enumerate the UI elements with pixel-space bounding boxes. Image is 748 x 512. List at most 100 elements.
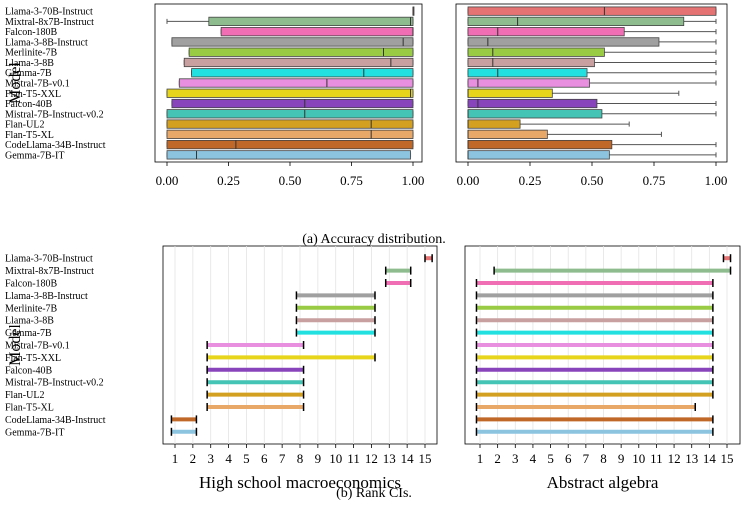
box-2 bbox=[208, 16, 414, 27]
accuracy-left-frame bbox=[154, 3, 423, 163]
model-label: Mistral-7B-v0.1 bbox=[5, 79, 70, 90]
x-tick-label: 7 bbox=[583, 451, 590, 466]
accuracy-right-panel: 0.00 0.25 0.50 0.75 1.00 bbox=[455, 3, 728, 188]
model-label: Flan-T5-XL bbox=[5, 130, 54, 141]
model-label: Merlinite-7B bbox=[5, 48, 58, 59]
x-tick-label: 2 bbox=[190, 451, 197, 466]
box-8 bbox=[178, 78, 414, 88]
x-tick-label: 6 bbox=[565, 451, 572, 466]
model-label: Mixtral-8x7B-Instruct bbox=[5, 266, 94, 277]
rank-right-xlabel: Abstract algebra bbox=[547, 473, 659, 492]
box-6 bbox=[183, 57, 414, 68]
model-label: Mixtral-8x7B-Instruct bbox=[5, 17, 94, 28]
x-tick-label: 1.00 bbox=[705, 173, 728, 188]
model-label: Flan-UL2 bbox=[5, 390, 44, 401]
box-5 bbox=[188, 47, 414, 57]
x-tick-label: 5 bbox=[243, 451, 250, 466]
x-tick-label: 15 bbox=[419, 451, 432, 466]
x-tick-label: 11 bbox=[650, 451, 663, 466]
x-tick-label: 13 bbox=[685, 451, 698, 466]
model-label: Llama-3-8B-Instruct bbox=[5, 37, 88, 48]
box-4 bbox=[171, 37, 414, 47]
x-tick-label: 1 bbox=[172, 451, 179, 466]
x-tick-label: 0.25 bbox=[217, 173, 240, 188]
box-14 bbox=[467, 139, 613, 150]
box-7 bbox=[191, 68, 414, 78]
accuracy-left-panel: Llama-3-70B-InstructMixtral-8x7B-Instruc… bbox=[5, 3, 425, 188]
box-15 bbox=[467, 150, 610, 160]
x-tick-label: 14 bbox=[703, 451, 717, 466]
box-13 bbox=[467, 129, 548, 139]
y-axis-label: Model bbox=[7, 62, 24, 104]
box-9 bbox=[166, 88, 414, 98]
rank-right-frame bbox=[464, 245, 741, 445]
box-9 bbox=[467, 88, 553, 98]
model-label: Flan-T5-XXL bbox=[5, 89, 61, 100]
model-label: Gemma-7B-IT bbox=[5, 150, 64, 161]
model-label: Falcon-180B bbox=[5, 27, 58, 38]
model-label: Mistral-7B-v0.1 bbox=[5, 341, 70, 352]
x-tick-label: 12 bbox=[668, 451, 681, 466]
x-tick-label: 10 bbox=[329, 451, 342, 466]
x-tick-label: 0.50 bbox=[581, 173, 604, 188]
caption-accuracy: (a) Accuracy distribution. bbox=[302, 232, 446, 247]
x-tick-label: 14 bbox=[401, 451, 415, 466]
box-3 bbox=[467, 27, 625, 37]
box-8 bbox=[467, 78, 590, 88]
box-14 bbox=[166, 139, 414, 150]
box-7 bbox=[467, 68, 588, 78]
box-3 bbox=[220, 27, 414, 37]
x-tick-label: 9 bbox=[315, 451, 322, 466]
x-tick-label: 8 bbox=[297, 451, 304, 466]
box-10 bbox=[171, 98, 414, 109]
x-tick-label: 4 bbox=[225, 451, 232, 466]
x-tick-label: 0.50 bbox=[279, 173, 302, 188]
model-label: Llama-3-8B bbox=[5, 316, 54, 327]
model-label: Llama-3-8B-Instruct bbox=[5, 291, 88, 302]
x-tick-label: 8 bbox=[600, 451, 607, 466]
model-label: Flan-UL2 bbox=[5, 120, 44, 131]
box-5 bbox=[467, 47, 605, 57]
model-label: Merlinite-7B bbox=[5, 303, 58, 314]
box-2 bbox=[467, 16, 685, 27]
x-tick-label: 4 bbox=[530, 451, 537, 466]
x-tick-label: 0.00 bbox=[156, 173, 179, 188]
model-label: Llama-3-70B-Instruct bbox=[5, 7, 93, 18]
model-label: Mistral-7B-Instruct-v0.2 bbox=[5, 378, 104, 389]
model-label: Llama-3-8B bbox=[5, 58, 54, 69]
y-axis-label: Model bbox=[7, 324, 24, 366]
box-1 bbox=[467, 6, 717, 16]
x-tick-label: 12 bbox=[365, 451, 378, 466]
x-tick-label: 7 bbox=[279, 451, 286, 466]
model-label: CodeLlama-34B-Instruct bbox=[5, 415, 106, 426]
box-4 bbox=[467, 37, 660, 47]
x-tick-label: 6 bbox=[261, 451, 268, 466]
model-label: Gemma-7B bbox=[5, 328, 52, 339]
x-tick-label: 3 bbox=[207, 451, 214, 466]
box-11 bbox=[467, 109, 603, 119]
model-label: Flan-T5-XL bbox=[5, 403, 54, 414]
box-10 bbox=[467, 98, 598, 109]
x-tick-label: 13 bbox=[383, 451, 396, 466]
x-tick-label: 0.00 bbox=[457, 173, 480, 188]
x-tick-label: 11 bbox=[347, 451, 360, 466]
box-12 bbox=[467, 119, 521, 129]
x-tick-label: 15 bbox=[721, 451, 734, 466]
x-tick-label: 1.00 bbox=[402, 173, 425, 188]
x-tick-label: 3 bbox=[512, 451, 519, 466]
model-label: Falcon-40B bbox=[5, 365, 53, 376]
x-tick-label: 9 bbox=[618, 451, 625, 466]
box-13 bbox=[166, 129, 414, 139]
x-tick-label: 10 bbox=[632, 451, 645, 466]
box-15 bbox=[166, 150, 411, 160]
caption-rank: (b) Rank CIs. bbox=[336, 486, 412, 501]
model-label: Falcon-40B bbox=[5, 99, 53, 110]
model-label: Mistral-7B-Instruct-v0.2 bbox=[5, 109, 104, 120]
model-label: Gemma-7B bbox=[5, 68, 52, 79]
box-6 bbox=[467, 57, 595, 68]
model-label: Falcon-180B bbox=[5, 279, 58, 290]
model-label: CodeLlama-34B-Instruct bbox=[5, 140, 106, 151]
box-11 bbox=[166, 109, 414, 119]
